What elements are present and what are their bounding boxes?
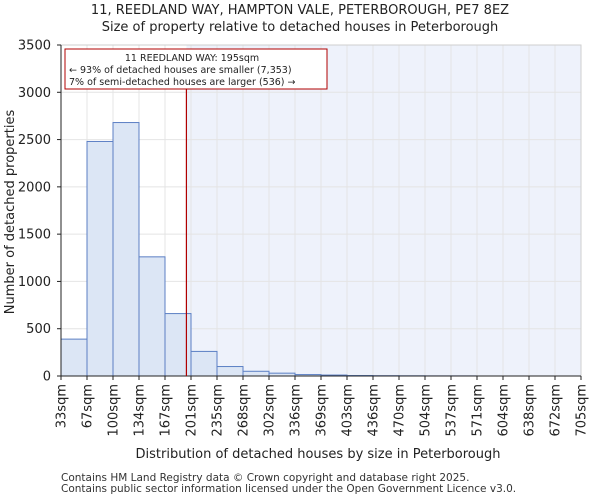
x-tick-label: 369sqm	[315, 384, 330, 437]
x-tick-label: 336sqm	[289, 384, 304, 437]
annotation-line-2: ← 93% of detached houses are smaller (7,…	[69, 65, 292, 76]
x-tick-label: 638sqm	[523, 384, 538, 437]
x-tick-label: 436sqm	[367, 384, 382, 437]
x-tick-label: 100sqm	[107, 384, 122, 437]
bar-201sqm	[190, 350, 218, 377]
x-tick-label: 672sqm	[549, 384, 564, 437]
x-tick-label: 302sqm	[263, 384, 278, 437]
annotation-box: 11 REEDLAND WAY: 195sqm ← 93% of detache…	[64, 48, 328, 90]
y-tick-label: 0	[43, 370, 51, 385]
x-tick-label: 705sqm	[575, 384, 590, 437]
x-tick-label: 403sqm	[341, 384, 356, 437]
y-tick-label: 1000	[18, 275, 51, 290]
x-tick-label: 67sqm	[81, 384, 96, 428]
y-tick-label: 3500	[18, 39, 51, 54]
x-tick-label: 235sqm	[211, 384, 226, 437]
y-tick-label: 500	[26, 322, 51, 337]
larger-region	[186, 45, 582, 376]
y-tick-label: 1500	[18, 228, 51, 243]
x-tick-label: 134sqm	[133, 384, 148, 437]
annotation-line-3: 7% of semi-detached houses are larger (5…	[69, 77, 296, 88]
x-tick-label: 537sqm	[445, 384, 460, 437]
bar-134sqm	[138, 256, 166, 377]
footer-line-2: Contains public sector information licen…	[61, 483, 517, 495]
y-axis-label: Number of detached properties	[3, 110, 18, 315]
bar-100sqm	[112, 122, 140, 377]
chart-title: 11, REEDLAND WAY, HAMPTON VALE, PETERBOR…	[91, 3, 509, 18]
x-tick-label: 33sqm	[55, 384, 70, 428]
bar-167sqm	[164, 313, 192, 377]
x-tick-label: 470sqm	[393, 384, 408, 437]
x-tick-label: 201sqm	[185, 384, 200, 437]
y-tick-label: 2000	[18, 180, 51, 195]
x-tick-label: 167sqm	[159, 384, 174, 437]
plot-area: 0 500 1000 1500 2000 2500 3000 3500 33sqm 67sqm 10…	[18, 39, 590, 437]
x-tick-label: 504sqm	[419, 384, 434, 437]
x-axis-label: Distribution of detached houses by size …	[136, 447, 501, 462]
bar-268sqm	[242, 370, 270, 377]
x-tick-label: 604sqm	[497, 384, 512, 437]
x-tick-label: 571sqm	[471, 384, 486, 437]
y-tick-label: 3000	[18, 86, 51, 101]
x-tick-label: 268sqm	[237, 384, 252, 437]
annotation-line-1: 11 REEDLAND WAY: 195sqm	[125, 53, 259, 64]
y-tick-label: 2500	[18, 133, 51, 148]
chart-subtitle: Size of property relative to detached ho…	[102, 20, 499, 35]
bar-235sqm	[216, 366, 244, 377]
footer-line-1: Contains HM Land Registry data © Crown c…	[61, 472, 470, 484]
bar-67sqm	[86, 140, 114, 377]
bar-33sqm	[60, 338, 88, 377]
